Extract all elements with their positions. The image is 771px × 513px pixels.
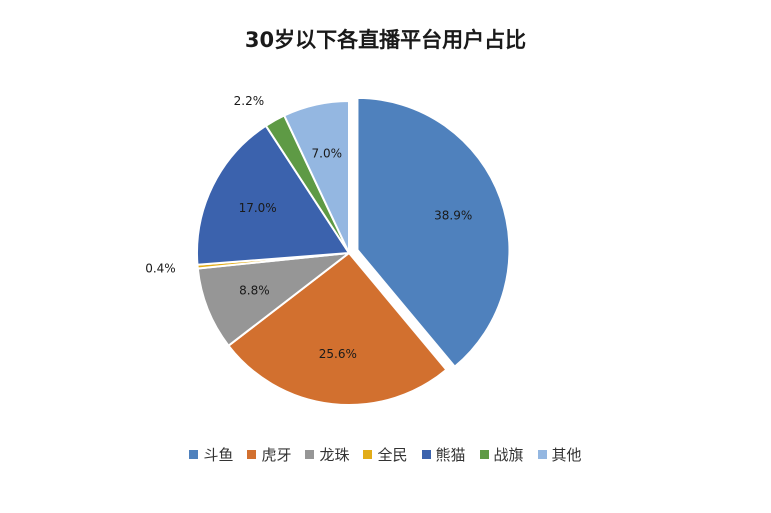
legend-swatch bbox=[305, 450, 315, 459]
legend-swatch bbox=[247, 450, 257, 459]
pie-slice-1 bbox=[227, 251, 448, 406]
legend-item-5: 战旗 bbox=[479, 444, 524, 465]
pie-slice-0 bbox=[356, 96, 511, 369]
pie-label-3: 0.4% bbox=[145, 262, 176, 276]
chart-legend: 斗鱼 虎牙 龙珠 全民 熊猫 战旗 其他 bbox=[0, 444, 771, 465]
pie-label-0: 38.9% bbox=[434, 208, 472, 222]
pie-slice-4 bbox=[196, 124, 351, 266]
legend-label: 虎牙 bbox=[261, 446, 292, 464]
legend-item-3: 全民 bbox=[363, 444, 408, 465]
legend-item-1: 虎牙 bbox=[247, 444, 291, 465]
legend-item-6: 其他 bbox=[537, 444, 582, 465]
chart-title: 30岁以下各直播平台用户占比 bbox=[244, 28, 527, 52]
legend-label: 战旗 bbox=[493, 446, 524, 464]
legend-swatch bbox=[479, 450, 489, 459]
pie-slice-6 bbox=[282, 99, 350, 254]
legend-item-0: 斗鱼 bbox=[189, 444, 233, 465]
pie-label-5: 2.2% bbox=[234, 94, 265, 108]
pie-slice-2 bbox=[196, 251, 353, 348]
legend-label: 龙珠 bbox=[319, 446, 350, 464]
legend-label: 斗鱼 bbox=[203, 446, 234, 464]
legend-swatch bbox=[421, 450, 431, 459]
pie-label-6: 7.0% bbox=[312, 147, 343, 161]
legend-swatch bbox=[363, 450, 373, 459]
legend-swatch bbox=[537, 450, 547, 459]
legend-swatch bbox=[189, 450, 199, 459]
legend-item-2: 龙珠 bbox=[305, 444, 349, 465]
pie-label-4: 17.0% bbox=[239, 201, 277, 215]
pie-label-2: 8.8% bbox=[239, 284, 270, 298]
legend-item-4: 熊猫 bbox=[421, 444, 466, 465]
legend-label: 其他 bbox=[551, 446, 582, 464]
legend-label: 全民 bbox=[377, 446, 408, 464]
pie-label-1: 25.6% bbox=[319, 347, 357, 361]
legend-label: 熊猫 bbox=[435, 446, 466, 464]
